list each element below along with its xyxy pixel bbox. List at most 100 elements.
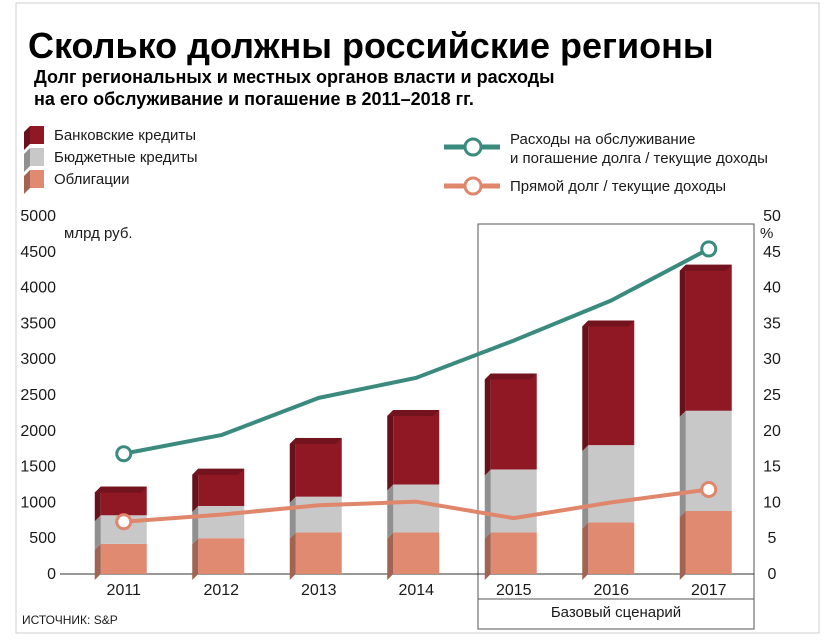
y-right-tick-label: 20	[763, 423, 781, 440]
bar-2012-series-2-side	[192, 468, 199, 512]
legend-bar-label-1: Бюджетные кредиты	[54, 149, 198, 166]
line-series-1-point	[115, 513, 133, 531]
bar-top-2011	[94, 486, 147, 493]
bar-2016-series-0-front	[588, 522, 635, 574]
legend-bar-swatch-2-side	[24, 126, 30, 150]
bar-2012-series-0	[192, 538, 245, 580]
x-tick-label: 2015	[496, 582, 532, 599]
legend-line-expenses-label-1: Расходы на обслуживание	[510, 131, 695, 148]
bar-2012-series-0-front	[198, 538, 245, 574]
bar-2014-series-2-front	[393, 410, 440, 485]
bar-2011-series-0	[94, 543, 147, 580]
bar-2011-series-2-side	[94, 486, 101, 522]
bar-2013-series-2-front	[295, 437, 342, 497]
line-series-1	[123, 487, 710, 524]
bar-2017-series-0	[679, 510, 732, 580]
scenario-box	[477, 223, 755, 630]
bar-top-2012	[192, 468, 245, 475]
bar-2016-series-0	[582, 522, 635, 580]
y-axis-label: млрд руб.	[64, 225, 133, 242]
bar-2016-series-1-side	[582, 445, 589, 529]
y-axis-right-label: %	[760, 225, 773, 242]
legend-bar-swatch-1-side	[24, 148, 30, 172]
y-tick-label: 2500	[20, 387, 56, 404]
bar-2012-series-2-front	[198, 468, 245, 506]
bar-2016-series-2-side	[582, 320, 589, 452]
x-tick-label: 2014	[398, 582, 434, 599]
y-right-tick-label: 45	[763, 244, 781, 261]
legend-bar-label-2: Банковские кредиты	[54, 127, 196, 144]
y-axis-right-ticks: 0 5 10 15 20 25 30 35 40 45 50	[763, 208, 781, 583]
bar-2015-series-2-front	[490, 373, 537, 470]
line-series-1-point	[700, 481, 718, 499]
bar-2016-series-2	[582, 320, 635, 452]
bar-2013-series-0-front	[295, 532, 342, 574]
bar-2017-series-1	[679, 410, 732, 517]
legend-line-expenses-marker	[463, 137, 483, 157]
x-tick-label: 2012	[203, 582, 239, 599]
y-right-tick-label: 0	[768, 566, 777, 583]
bar-2016-series-0-side	[582, 522, 589, 580]
y-right-tick-label: 25	[763, 387, 781, 404]
bar-2012-series-1-front	[198, 505, 245, 539]
chart-title: Сколько должны российские регионы	[28, 25, 714, 66]
legend-bar-swatch-0	[24, 170, 44, 194]
bar-2013-series-1-side	[289, 496, 296, 539]
bar-2016-series-1-front	[588, 445, 635, 523]
y-right-tick-label: 10	[763, 494, 781, 511]
bar-top-2013	[289, 437, 342, 444]
bar-2013-series-0-side	[289, 532, 296, 580]
bar-2015-series-2	[484, 373, 537, 476]
legend-bar-swatch-1	[24, 148, 44, 172]
legend-bar-swatch-0-side	[24, 170, 30, 194]
bar-2012-series-2	[192, 468, 245, 512]
bar-2015-series-0-front	[490, 532, 537, 574]
bar-top-2015	[484, 373, 537, 380]
bar-2013-series-2-side	[289, 437, 296, 503]
y-tick-label: 1500	[20, 459, 56, 476]
bar-2012-series-0-side	[192, 538, 199, 580]
bar-2016-series-2-front	[588, 320, 635, 446]
source-note: ИСТОЧНИК: S&P	[22, 613, 118, 627]
legend-bar-swatch-0-front	[30, 170, 44, 188]
bar-2015-series-0-side	[484, 532, 491, 580]
y-tick-label: 0	[47, 566, 56, 583]
x-tick-label: 2013	[301, 582, 337, 599]
legend-line-debt-marker	[463, 176, 483, 196]
y-right-tick-label: 30	[763, 351, 781, 368]
legend-bar-label-0: Облигации	[54, 171, 130, 188]
bar-2014-series-1	[387, 484, 440, 539]
bar-2015-series-0	[484, 532, 537, 580]
legend-bar-swatch-1-front	[30, 148, 44, 166]
bar-2013-series-0	[289, 532, 342, 580]
y-tick-label: 500	[29, 530, 56, 547]
bar-2016-series-1	[582, 445, 635, 529]
bar-2017-series-1-side	[679, 410, 686, 517]
line-legend: Расходы на обслуживание и погашение долг…	[444, 131, 768, 196]
bar-2014-series-0-side	[387, 532, 394, 580]
bar-2011-series-1-side	[94, 515, 101, 550]
bar-2011-series-0-front	[100, 543, 147, 574]
bar-top-2016	[582, 320, 635, 327]
y-right-tick-label: 5	[768, 530, 777, 547]
line-series-0-point	[115, 445, 133, 463]
bar-2014-series-1-side	[387, 484, 394, 539]
bar-2014-series-1-front	[393, 484, 440, 533]
y-right-tick-label: 50	[763, 208, 781, 225]
bar-legend: Банковские кредиты Бюджетные кредиты Облиг…	[24, 126, 198, 194]
x-tick-label: 2016	[593, 582, 629, 599]
bar-2017-series-0-side	[679, 510, 686, 580]
legend-line-debt-label: Прямой долг / текущие доходы	[510, 178, 726, 195]
y-tick-label: 3000	[20, 351, 56, 368]
bar-2014-series-2-side	[387, 410, 394, 491]
chart-subtitle-line2: на его обслуживание и погашение в 2011–2…	[34, 89, 474, 109]
bar-top-2017	[679, 264, 732, 271]
x-tick-label: 2017	[691, 582, 727, 599]
y-tick-label: 2000	[20, 423, 56, 440]
line-series-0-point	[700, 240, 718, 258]
y-right-tick-label: 35	[763, 315, 781, 332]
bar-2017-series-2-side	[679, 264, 686, 417]
x-axis-ticks: 2011 2012 2013 2014 2015 2016 2017	[107, 582, 727, 599]
bar-2013-series-2	[289, 437, 342, 503]
